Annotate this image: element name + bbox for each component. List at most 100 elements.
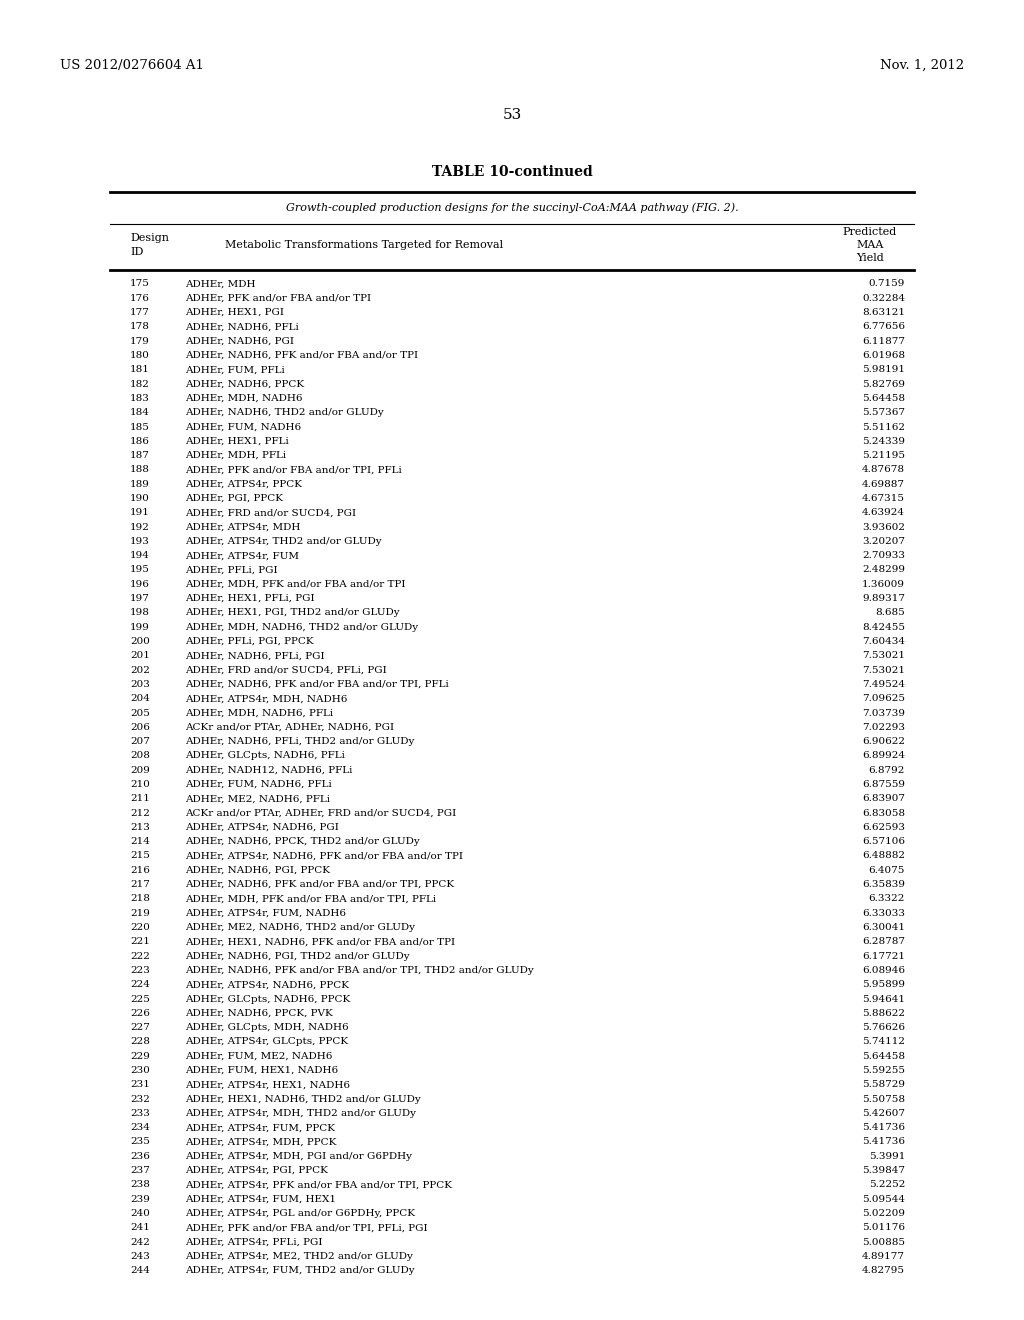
- Text: 5.94641: 5.94641: [862, 994, 905, 1003]
- Text: ADHEr, NADH6, PFK and/or FBA and/or TPI, PPCK: ADHEr, NADH6, PFK and/or FBA and/or TPI,…: [185, 880, 454, 890]
- Text: 3.20207: 3.20207: [862, 537, 905, 546]
- Text: 6.01968: 6.01968: [862, 351, 905, 360]
- Text: ADHEr, NADH6, PFK and/or FBA and/or TPI, THD2 and/or GLUDy: ADHEr, NADH6, PFK and/or FBA and/or TPI,…: [185, 966, 534, 975]
- Text: 6.89924: 6.89924: [862, 751, 905, 760]
- Text: 9.89317: 9.89317: [862, 594, 905, 603]
- Text: 193: 193: [130, 537, 150, 546]
- Text: 217: 217: [130, 880, 150, 890]
- Text: 6.57106: 6.57106: [862, 837, 905, 846]
- Text: 238: 238: [130, 1180, 150, 1189]
- Text: ADHEr, ATPS4r, FUM, NADH6: ADHEr, ATPS4r, FUM, NADH6: [185, 908, 346, 917]
- Text: ADHEr, MDH, PFK and/or FBA and/or TPI: ADHEr, MDH, PFK and/or FBA and/or TPI: [185, 579, 406, 589]
- Text: 53: 53: [503, 108, 521, 121]
- Text: 7.53021: 7.53021: [862, 665, 905, 675]
- Text: 5.41736: 5.41736: [862, 1138, 905, 1147]
- Text: TABLE 10-continued: TABLE 10-continued: [432, 165, 592, 180]
- Text: ADHEr, ATPS4r, FUM, HEX1: ADHEr, ATPS4r, FUM, HEX1: [185, 1195, 336, 1204]
- Text: 230: 230: [130, 1067, 150, 1074]
- Text: 5.88622: 5.88622: [862, 1008, 905, 1018]
- Text: ADHEr, ATPS4r, THD2 and/or GLUDy: ADHEr, ATPS4r, THD2 and/or GLUDy: [185, 537, 382, 546]
- Text: ADHEr, PFLi, PGI, PPCK: ADHEr, PFLi, PGI, PPCK: [185, 638, 313, 645]
- Text: Nov. 1, 2012: Nov. 1, 2012: [880, 58, 964, 71]
- Text: 242: 242: [130, 1238, 150, 1246]
- Text: ADHEr, PFK and/or FBA and/or TPI: ADHEr, PFK and/or FBA and/or TPI: [185, 294, 371, 302]
- Text: ADHEr, ATPS4r, PPCK: ADHEr, ATPS4r, PPCK: [185, 479, 302, 488]
- Text: 5.3991: 5.3991: [868, 1152, 905, 1160]
- Text: 5.58729: 5.58729: [862, 1080, 905, 1089]
- Text: ADHEr, ATPS4r, MDH, NADH6: ADHEr, ATPS4r, MDH, NADH6: [185, 694, 347, 704]
- Text: ADHEr, FRD and/or SUCD4, PGI: ADHEr, FRD and/or SUCD4, PGI: [185, 508, 356, 517]
- Text: 5.01176: 5.01176: [862, 1224, 905, 1233]
- Text: 6.33033: 6.33033: [862, 908, 905, 917]
- Text: 186: 186: [130, 437, 150, 446]
- Text: 6.87559: 6.87559: [862, 780, 905, 789]
- Text: 235: 235: [130, 1138, 150, 1147]
- Text: 5.64458: 5.64458: [862, 393, 905, 403]
- Text: 0.32284: 0.32284: [862, 294, 905, 302]
- Text: 1.36009: 1.36009: [862, 579, 905, 589]
- Text: 5.57367: 5.57367: [862, 408, 905, 417]
- Text: 8.42455: 8.42455: [862, 623, 905, 632]
- Text: 200: 200: [130, 638, 150, 645]
- Text: 180: 180: [130, 351, 150, 360]
- Text: 182: 182: [130, 380, 150, 388]
- Text: Yield: Yield: [856, 253, 884, 263]
- Text: 194: 194: [130, 552, 150, 560]
- Text: 5.74112: 5.74112: [862, 1038, 905, 1047]
- Text: 202: 202: [130, 665, 150, 675]
- Text: 203: 203: [130, 680, 150, 689]
- Text: 204: 204: [130, 694, 150, 704]
- Text: ADHEr, NADH6, PFK and/or FBA and/or TPI: ADHEr, NADH6, PFK and/or FBA and/or TPI: [185, 351, 418, 360]
- Text: 7.02293: 7.02293: [862, 723, 905, 731]
- Text: ADHEr, ATPS4r, NADH6, PGI: ADHEr, ATPS4r, NADH6, PGI: [185, 822, 339, 832]
- Text: 228: 228: [130, 1038, 150, 1047]
- Text: 7.09625: 7.09625: [862, 694, 905, 704]
- Text: ADHEr, NADH6, PPCK, PVK: ADHEr, NADH6, PPCK, PVK: [185, 1008, 333, 1018]
- Text: 232: 232: [130, 1094, 150, 1104]
- Text: 219: 219: [130, 908, 150, 917]
- Text: ADHEr, PFLi, PGI: ADHEr, PFLi, PGI: [185, 565, 278, 574]
- Text: 196: 196: [130, 579, 150, 589]
- Text: 175: 175: [130, 280, 150, 289]
- Text: 4.69887: 4.69887: [862, 479, 905, 488]
- Text: ADHEr, NADH6, PFLi, PGI: ADHEr, NADH6, PFLi, PGI: [185, 651, 325, 660]
- Text: 5.50758: 5.50758: [862, 1094, 905, 1104]
- Text: 6.48882: 6.48882: [862, 851, 905, 861]
- Text: ADHEr, ATPS4r, PFLi, PGI: ADHEr, ATPS4r, PFLi, PGI: [185, 1238, 323, 1246]
- Text: ADHEr, ATPS4r, FUM, THD2 and/or GLUDy: ADHEr, ATPS4r, FUM, THD2 and/or GLUDy: [185, 1266, 415, 1275]
- Text: ADHEr, ATPS4r, PFK and/or FBA and/or TPI, PPCK: ADHEr, ATPS4r, PFK and/or FBA and/or TPI…: [185, 1180, 452, 1189]
- Text: 240: 240: [130, 1209, 150, 1218]
- Text: ADHEr, ME2, NADH6, THD2 and/or GLUDy: ADHEr, ME2, NADH6, THD2 and/or GLUDy: [185, 923, 415, 932]
- Text: 7.49524: 7.49524: [862, 680, 905, 689]
- Text: 226: 226: [130, 1008, 150, 1018]
- Text: 239: 239: [130, 1195, 150, 1204]
- Text: 8.63121: 8.63121: [862, 308, 905, 317]
- Text: 5.59255: 5.59255: [862, 1067, 905, 1074]
- Text: 5.2252: 5.2252: [868, 1180, 905, 1189]
- Text: 6.17721: 6.17721: [862, 952, 905, 961]
- Text: ADHEr, MDH, NADH6, THD2 and/or GLUDy: ADHEr, MDH, NADH6, THD2 and/or GLUDy: [185, 623, 418, 632]
- Text: 7.03739: 7.03739: [862, 709, 905, 718]
- Text: 5.51162: 5.51162: [862, 422, 905, 432]
- Text: ADHEr, MDH, PFLi: ADHEr, MDH, PFLi: [185, 451, 286, 461]
- Text: 237: 237: [130, 1166, 150, 1175]
- Text: 243: 243: [130, 1251, 150, 1261]
- Text: ADHEr, FUM, HEX1, NADH6: ADHEr, FUM, HEX1, NADH6: [185, 1067, 338, 1074]
- Text: 221: 221: [130, 937, 150, 946]
- Text: ADHEr, GLCpts, NADH6, PFLi: ADHEr, GLCpts, NADH6, PFLi: [185, 751, 345, 760]
- Text: 6.28787: 6.28787: [862, 937, 905, 946]
- Text: 177: 177: [130, 308, 150, 317]
- Text: ADHEr, PFK and/or FBA and/or TPI, PFLi, PGI: ADHEr, PFK and/or FBA and/or TPI, PFLi, …: [185, 1224, 428, 1233]
- Text: ADHEr, MDH, NADH6: ADHEr, MDH, NADH6: [185, 393, 302, 403]
- Text: 206: 206: [130, 723, 150, 731]
- Text: 5.02209: 5.02209: [862, 1209, 905, 1218]
- Text: ADHEr, NADH6, PFK and/or FBA and/or TPI, PFLi: ADHEr, NADH6, PFK and/or FBA and/or TPI,…: [185, 680, 449, 689]
- Text: ID: ID: [130, 247, 143, 257]
- Text: ADHEr, ATPS4r, HEX1, NADH6: ADHEr, ATPS4r, HEX1, NADH6: [185, 1080, 350, 1089]
- Text: 215: 215: [130, 851, 150, 861]
- Text: ADHEr, HEX1, PFLi: ADHEr, HEX1, PFLi: [185, 437, 289, 446]
- Text: 214: 214: [130, 837, 150, 846]
- Text: ADHEr, HEX1, NADH6, THD2 and/or GLUDy: ADHEr, HEX1, NADH6, THD2 and/or GLUDy: [185, 1094, 421, 1104]
- Text: 7.60434: 7.60434: [862, 638, 905, 645]
- Text: ADHEr, ATPS4r, FUM: ADHEr, ATPS4r, FUM: [185, 552, 299, 560]
